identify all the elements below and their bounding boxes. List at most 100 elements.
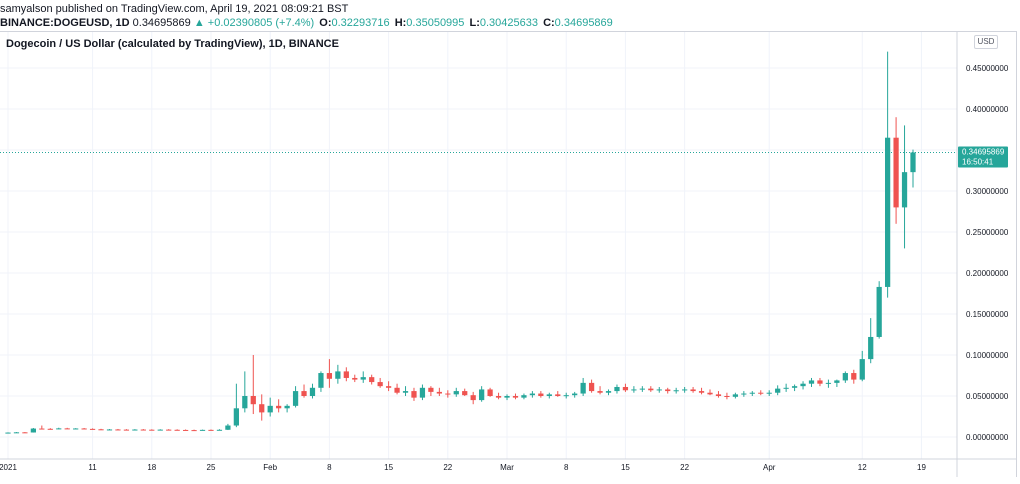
candle-body xyxy=(724,396,730,397)
high-value: 0.35050995 xyxy=(406,17,465,29)
candle-body xyxy=(259,404,265,413)
candle-body xyxy=(225,425,231,430)
candle-body xyxy=(648,388,654,391)
low-label: L: xyxy=(469,17,480,29)
candle-body xyxy=(301,391,307,396)
x-tick-label: 12 xyxy=(858,463,867,472)
candle-body xyxy=(377,382,383,387)
high-label: H: xyxy=(394,17,407,29)
candle-body xyxy=(385,386,392,388)
countdown-timer: 16:50:41 xyxy=(962,157,994,166)
candle-body xyxy=(123,429,130,431)
candle-body xyxy=(182,429,189,431)
candle-body xyxy=(462,391,468,396)
candle-body xyxy=(326,373,333,379)
candle-body xyxy=(284,405,290,409)
chart-title: Dogecoin / US Dollar (calculated by Trad… xyxy=(6,38,339,50)
candle-body xyxy=(715,394,722,396)
x-tick-label: 22 xyxy=(680,463,689,472)
candle-body xyxy=(842,373,848,381)
candle-body xyxy=(276,405,282,409)
candle-body xyxy=(546,394,552,396)
y-tick-label: 0.45000000 xyxy=(966,64,1009,73)
candle-body xyxy=(242,396,248,409)
x-tick-label: Mar xyxy=(500,463,514,472)
candle-body xyxy=(639,388,645,390)
candle-body xyxy=(487,389,493,396)
candle-body xyxy=(817,380,823,384)
candle-body xyxy=(791,386,798,388)
candle-body xyxy=(233,408,239,426)
y-tick-label: 0.25000000 xyxy=(966,228,1009,237)
candle-body xyxy=(859,359,865,380)
candle-body xyxy=(149,429,155,431)
close-value: 0.34695869 xyxy=(554,17,613,29)
candle-body xyxy=(580,382,586,394)
x-tick-label: 8 xyxy=(564,463,569,472)
candle-body xyxy=(800,383,806,387)
candle-body xyxy=(335,371,341,379)
candle-body xyxy=(436,391,442,394)
candle-body xyxy=(428,387,434,392)
candle-body xyxy=(504,396,510,398)
close-label: C: xyxy=(543,17,555,29)
candle-body xyxy=(394,387,400,393)
symbol-ohlc-line: BINANCE:DOGEUSD, 1D 0.34695869 ▲ +0.0239… xyxy=(0,17,613,29)
candle-body xyxy=(30,428,36,433)
candle-body xyxy=(605,391,612,393)
candle-body xyxy=(292,391,299,406)
candle-body xyxy=(208,429,214,431)
candle-body xyxy=(766,392,772,394)
x-tick-label: 2021 xyxy=(0,463,17,472)
candle-body xyxy=(893,137,899,208)
candle-body xyxy=(267,405,273,413)
y-tick-label: 0.30000000 xyxy=(966,187,1009,196)
candle-body xyxy=(901,172,908,208)
candle-body xyxy=(479,389,485,401)
x-tick-label: Feb xyxy=(263,463,277,472)
candle-body xyxy=(876,286,882,337)
candle-body xyxy=(106,429,113,431)
currency-unit-button[interactable]: USD xyxy=(974,35,998,49)
candle-body xyxy=(614,386,620,392)
x-tick-label: 22 xyxy=(443,463,452,472)
y-tick-label: 0.20000000 xyxy=(966,269,1009,278)
change-value: +0.02390805 (+7.4%) xyxy=(207,17,315,29)
candle-body xyxy=(682,389,688,391)
candle-body xyxy=(56,428,62,430)
candle-body xyxy=(157,429,163,431)
candle-body xyxy=(665,389,671,392)
candle-body xyxy=(419,387,426,398)
candle-body xyxy=(732,394,739,397)
candle-body xyxy=(132,429,138,431)
candle-body xyxy=(707,392,713,395)
last-price-tag-value: 0.34695869 xyxy=(962,147,1005,156)
chart-frame xyxy=(0,31,1017,477)
candle-body xyxy=(597,391,603,393)
candle-body xyxy=(191,430,197,432)
candle-body xyxy=(22,432,28,434)
candle-body xyxy=(656,389,662,391)
x-tick-label: 8 xyxy=(327,463,332,472)
candle-body xyxy=(512,396,519,398)
candle-body xyxy=(89,428,96,430)
candle-body xyxy=(783,387,789,389)
y-tick-label: 0.10000000 xyxy=(966,351,1009,360)
x-tick-label: Apr xyxy=(763,463,776,472)
symbol-label: BINANCE:DOGEUSD, 1D xyxy=(0,17,130,29)
open-label: O: xyxy=(319,17,332,29)
candle-body xyxy=(825,382,832,384)
y-tick-label: 0.05000000 xyxy=(966,392,1009,401)
y-tick-label: 0.00000000 xyxy=(966,433,1009,442)
candle-body xyxy=(402,391,409,393)
candle-body xyxy=(199,429,206,431)
candle-body xyxy=(563,395,569,397)
x-tick-label: 19 xyxy=(917,463,926,472)
candle-body xyxy=(98,429,104,431)
candle-body xyxy=(352,377,358,380)
candle-body xyxy=(360,377,366,380)
x-tick-label: 15 xyxy=(384,463,393,472)
candle-body xyxy=(73,428,79,430)
candle-body xyxy=(572,393,578,396)
